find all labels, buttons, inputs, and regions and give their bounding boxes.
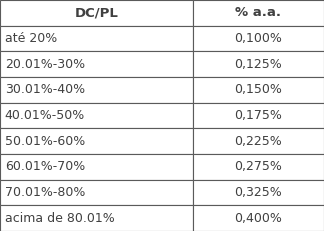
Bar [193, 103, 324, 128]
Bar [0, 205, 193, 231]
Text: % a.a.: % a.a. [236, 6, 281, 19]
Bar [0, 128, 193, 154]
Bar [193, 154, 324, 180]
Bar [0, 0, 193, 26]
Text: 0,125%: 0,125% [235, 58, 282, 71]
Bar [193, 180, 324, 205]
Text: 0,150%: 0,150% [235, 83, 282, 96]
Text: 0,225%: 0,225% [235, 135, 282, 148]
Bar [0, 154, 193, 180]
Text: 20.01%-30%: 20.01%-30% [5, 58, 85, 71]
Text: 0,175%: 0,175% [235, 109, 282, 122]
Text: acima de 80.01%: acima de 80.01% [5, 212, 115, 225]
Bar [193, 26, 324, 51]
Text: 70.01%-80%: 70.01%-80% [5, 186, 85, 199]
Text: 60.01%-70%: 60.01%-70% [5, 160, 85, 173]
Bar [193, 0, 324, 26]
Text: 40.01%-50%: 40.01%-50% [5, 109, 85, 122]
Bar [0, 103, 193, 128]
Text: DC/PL: DC/PL [75, 6, 118, 19]
Bar [0, 51, 193, 77]
Text: 30.01%-40%: 30.01%-40% [5, 83, 85, 96]
Bar [193, 51, 324, 77]
Text: 0,275%: 0,275% [235, 160, 282, 173]
Text: até 20%: até 20% [5, 32, 57, 45]
Text: 0,400%: 0,400% [235, 212, 282, 225]
Text: 0,100%: 0,100% [235, 32, 282, 45]
Bar [0, 26, 193, 51]
Bar [0, 77, 193, 103]
Text: 50.01%-60%: 50.01%-60% [5, 135, 85, 148]
Bar [0, 180, 193, 205]
Bar [193, 205, 324, 231]
Bar [193, 128, 324, 154]
Text: 0,325%: 0,325% [235, 186, 282, 199]
Bar [193, 77, 324, 103]
